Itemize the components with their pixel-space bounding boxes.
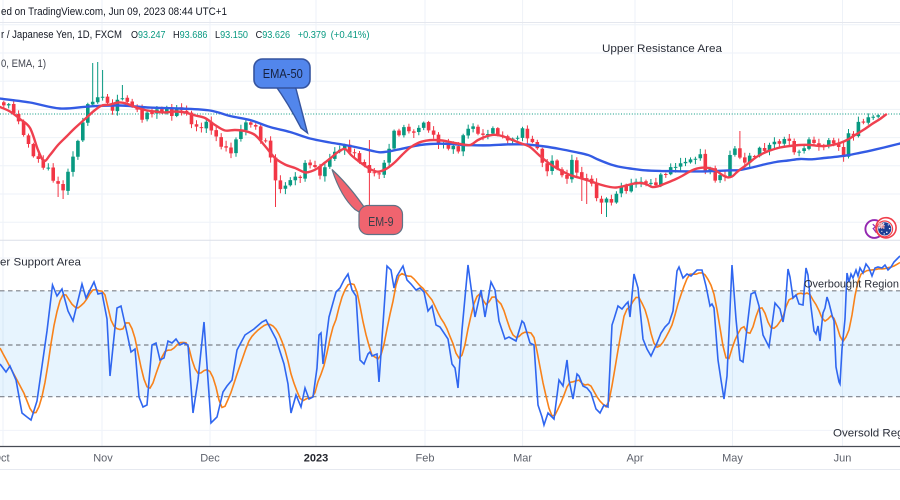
svg-text:0, EMA, 1): 0, EMA, 1) [1, 58, 46, 70]
svg-text:(+0.41%): (+0.41%) [331, 29, 370, 41]
svg-text:Mar: Mar [513, 453, 532, 465]
svg-text:Feb: Feb [416, 453, 435, 465]
svg-text:Nov: Nov [93, 453, 113, 465]
svg-text:er Support Area: er Support Area [0, 257, 82, 269]
svg-text:L93.150: L93.150 [215, 29, 248, 41]
svg-text:Upper Resistance Area: Upper Resistance Area [602, 43, 723, 55]
svg-text:Oct: Oct [0, 453, 10, 465]
svg-text:ed on TradingView.com, Jun 09,: ed on TradingView.com, Jun 09, 2023 08:4… [1, 6, 227, 18]
svg-text:May: May [722, 453, 743, 465]
svg-text:Overbought Region: Overbought Region [804, 279, 899, 291]
svg-text:r / Japanese Yen, 1D, FXCM: r / Japanese Yen, 1D, FXCM [1, 29, 122, 41]
svg-text:H93.686: H93.686 [173, 29, 208, 41]
svg-text:C93.626: C93.626 [256, 29, 291, 41]
svg-text:+0.379: +0.379 [298, 29, 327, 41]
svg-text:O93.247: O93.247 [131, 29, 166, 41]
svg-text:Dec: Dec [200, 453, 220, 465]
svg-text:EMA-50: EMA-50 [263, 67, 303, 81]
svg-text:Jun: Jun [834, 453, 852, 465]
svg-text:EM-9: EM-9 [368, 215, 394, 229]
svg-text:2023: 2023 [304, 453, 328, 465]
svg-text:Apr: Apr [626, 453, 643, 465]
svg-text:Oversold Region: Oversold Region [833, 428, 900, 440]
